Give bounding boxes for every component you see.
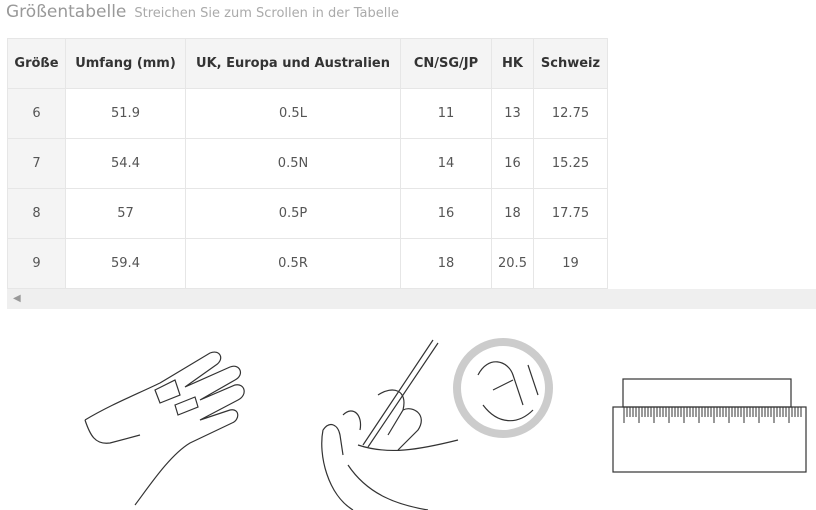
col-header: Umfang (mm)	[65, 38, 186, 89]
table-cell: 57	[65, 188, 186, 239]
col-header: CN/SG/JP	[400, 38, 492, 89]
table-cell: 0.5N	[185, 138, 401, 189]
chevron-left-icon[interactable]: ◀	[13, 293, 21, 304]
scroll-hint: Streichen Sie zum Scrollen in der Tabell…	[134, 6, 399, 21]
hand-finger-icon	[84, 351, 245, 506]
title-text: Größentabelle	[6, 2, 127, 22]
table-cell: 9	[7, 238, 66, 289]
table-cell: 6	[7, 88, 66, 139]
page-title: Größentabelle Streichen Sie zum Scrollen …	[6, 2, 399, 22]
table-row: 6 51.9 0.5L 11 13 12.75	[7, 88, 608, 139]
table-cell: 51.9	[65, 88, 186, 139]
table-cell: 15.25	[533, 138, 608, 189]
table-row: 8 57 0.5P 16 18 17.75	[7, 188, 608, 239]
table-cell: 0.5R	[185, 238, 401, 289]
table-cell: 17.75	[533, 188, 608, 239]
col-header: Größe	[7, 38, 66, 89]
table-row: 7 54.4 0.5N 14 16 15.25	[7, 138, 608, 189]
size-table: Größe Umfang (mm) UK, Europa und Austral…	[7, 38, 608, 289]
table-cell: 12.75	[533, 88, 608, 139]
table-cell: 20.5	[491, 238, 534, 289]
table-cell: 18	[400, 238, 492, 289]
table-cell: 0.5P	[185, 188, 401, 239]
col-header: HK	[491, 38, 534, 89]
table-cell: 59.4	[65, 238, 186, 289]
table-cell: 16	[491, 138, 534, 189]
ruler-icon	[612, 378, 807, 473]
table-cell: 16	[400, 188, 492, 239]
table-cell: 7	[7, 138, 66, 189]
table-cell: 54.4	[65, 138, 186, 189]
col-header: UK, Europa und Australien	[185, 38, 401, 89]
table-cell: 11	[400, 88, 492, 139]
horizontal-scrollbar[interactable]: ◀	[7, 289, 816, 309]
table-cell: 0.5L	[185, 88, 401, 139]
table-cell: 13	[491, 88, 534, 139]
col-header: Schweiz	[533, 38, 608, 89]
header-row: Größe Umfang (mm) UK, Europa und Austral…	[7, 38, 608, 89]
table-cell: 14	[400, 138, 492, 189]
pencil-hand-icon	[321, 338, 553, 510]
table-cell: 8	[7, 188, 66, 239]
table-row: 9 59.4 0.5R 18 20.5 19	[7, 238, 608, 289]
table-cell: 18	[491, 188, 534, 239]
table-cell: 19	[533, 238, 608, 289]
